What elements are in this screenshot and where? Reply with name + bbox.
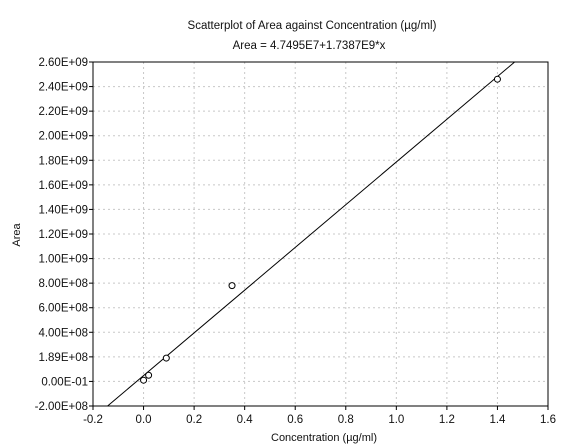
y-tick-label: 1.60E+09 <box>38 180 88 192</box>
data-point <box>228 282 236 290</box>
y-tick-label: 1.00E+09 <box>38 254 88 266</box>
data-point <box>162 354 170 362</box>
x-tick-label: 0.6 <box>287 414 303 426</box>
y-tick-label: 1.80E+09 <box>38 155 88 167</box>
chart-subtitle: Area = 4.7495E7+1.7387E9*x <box>233 40 386 52</box>
points-layer <box>140 75 501 384</box>
y-tick-label: 2.00E+09 <box>38 131 88 143</box>
x-tick-label: 1.0 <box>388 414 404 426</box>
data-point <box>140 376 148 384</box>
x-axis-ticks: -0.2 0.0 0.2 0.4 0.6 0.8 1.0 1.2 1.4 1.6 <box>83 406 556 426</box>
x-tick-label: 1.6 <box>540 414 556 426</box>
y-tick-label: 8.00E+08 <box>38 278 88 290</box>
y-axis-label: Area <box>11 223 23 247</box>
y-tick-label: 2.20E+09 <box>38 106 88 118</box>
fit-line-layer <box>107 61 515 407</box>
chart-title: Scatterplot of Area against Concentratio… <box>188 20 437 32</box>
y-tick-label: 0.00E-01 <box>41 376 88 388</box>
y-tick-label: -2.00E+08 <box>35 401 88 413</box>
x-tick-label: 1.2 <box>439 414 455 426</box>
y-tick-label: 6.00E+08 <box>38 303 88 315</box>
x-tick-label: 0.4 <box>237 414 254 426</box>
y-tick-label: 4.00E+08 <box>38 327 88 339</box>
x-axis-label: Concentration (µg/ml) <box>271 432 377 444</box>
y-tick-label: 2.40E+09 <box>38 82 88 94</box>
y-axis-ticks: -2.00E+08 0.00E-01 1.89E+08 4.00E+08 6.00E+0… <box>35 57 93 413</box>
x-tick-label: 0.8 <box>338 414 354 426</box>
x-tick-label: 0.0 <box>136 414 152 426</box>
y-tick-label: 1.20E+09 <box>38 229 88 241</box>
x-tick-label: 0.2 <box>186 414 202 426</box>
x-tick-label: 1.4 <box>489 414 506 426</box>
data-point <box>145 371 153 379</box>
grid-layer <box>93 62 548 406</box>
x-tick-label: -0.2 <box>83 414 103 426</box>
data-point <box>493 75 501 83</box>
y-tick-label: 1.40E+09 <box>38 204 88 216</box>
regression-line <box>107 61 515 407</box>
y-tick-label: 1.89E+08 <box>38 352 88 364</box>
y-tick-label: 2.60E+09 <box>38 57 88 69</box>
